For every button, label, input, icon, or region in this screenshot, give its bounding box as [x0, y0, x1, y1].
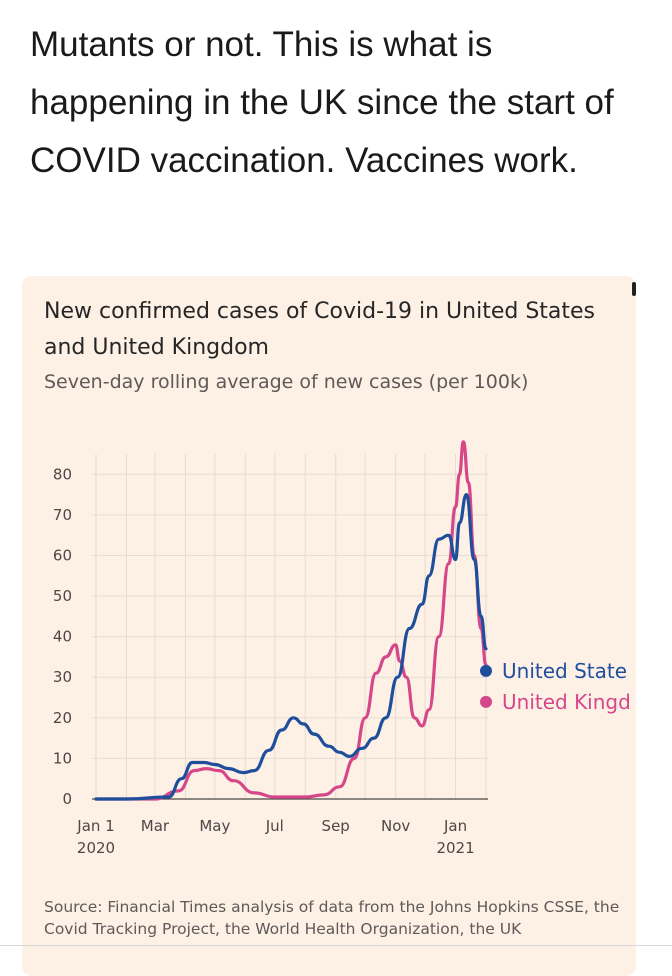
x-tick-sublabel: 2021 [436, 839, 474, 857]
x-tick-label: Jan [443, 817, 467, 835]
y-tick-label: 70 [53, 506, 72, 524]
chart-card: New confirmed cases of Covid-19 in Unite… [22, 276, 636, 976]
y-tick-label: 20 [53, 709, 72, 727]
legend-label-united-kingdom: United Kingd [502, 690, 631, 714]
x-tick-label: Sep [322, 817, 350, 835]
x-tick-label: Jul [265, 817, 284, 835]
y-tick-label: 60 [53, 546, 72, 564]
x-tick-label: Jan 1 [76, 817, 114, 835]
series-line-united-kingdom [94, 440, 488, 801]
divider [0, 945, 672, 946]
x-tick-label: Mar [141, 817, 170, 835]
legend-label-united-states: United State [502, 659, 627, 683]
y-tick-label: 80 [53, 465, 72, 483]
y-tick-label: 30 [53, 668, 72, 686]
tweet-text: Mutants or not. This is what is happenin… [30, 25, 614, 180]
chart-subtitle: Seven-day rolling average of new cases (… [44, 371, 529, 393]
x-tick-sublabel: 2020 [77, 839, 115, 857]
x-axis-ticks: Jan 1 2020 Mar May Jul Sep Nov Jan 2021 [76, 817, 474, 857]
legend-marker-united-kingdom [480, 695, 492, 708]
scroll-handle[interactable] [632, 282, 636, 296]
y-tick-label: 0 [62, 790, 72, 808]
gridlines [92, 454, 488, 800]
legend-marker-united-states [480, 664, 492, 677]
y-tick-label: 10 [53, 749, 72, 767]
series-line-united-states [94, 493, 488, 801]
line-chart: 0 10 20 30 40 50 60 70 80 Jan 1 2020 Mar May Jul Sep N… [53, 440, 631, 857]
legend: United State United Kingd [480, 659, 631, 714]
x-tick-label: Nov [381, 817, 410, 835]
series-lines [94, 440, 488, 801]
y-tick-label: 40 [53, 628, 72, 646]
y-tick-label: 50 [53, 587, 72, 605]
y-axis-ticks: 0 10 20 30 40 50 60 70 80 [53, 465, 72, 808]
chart-title: New confirmed cases of Covid-19 in Unite… [44, 299, 596, 360]
x-tick-label: May [199, 817, 230, 835]
source-note: Source: Financial Times analysis of data… [44, 898, 620, 938]
